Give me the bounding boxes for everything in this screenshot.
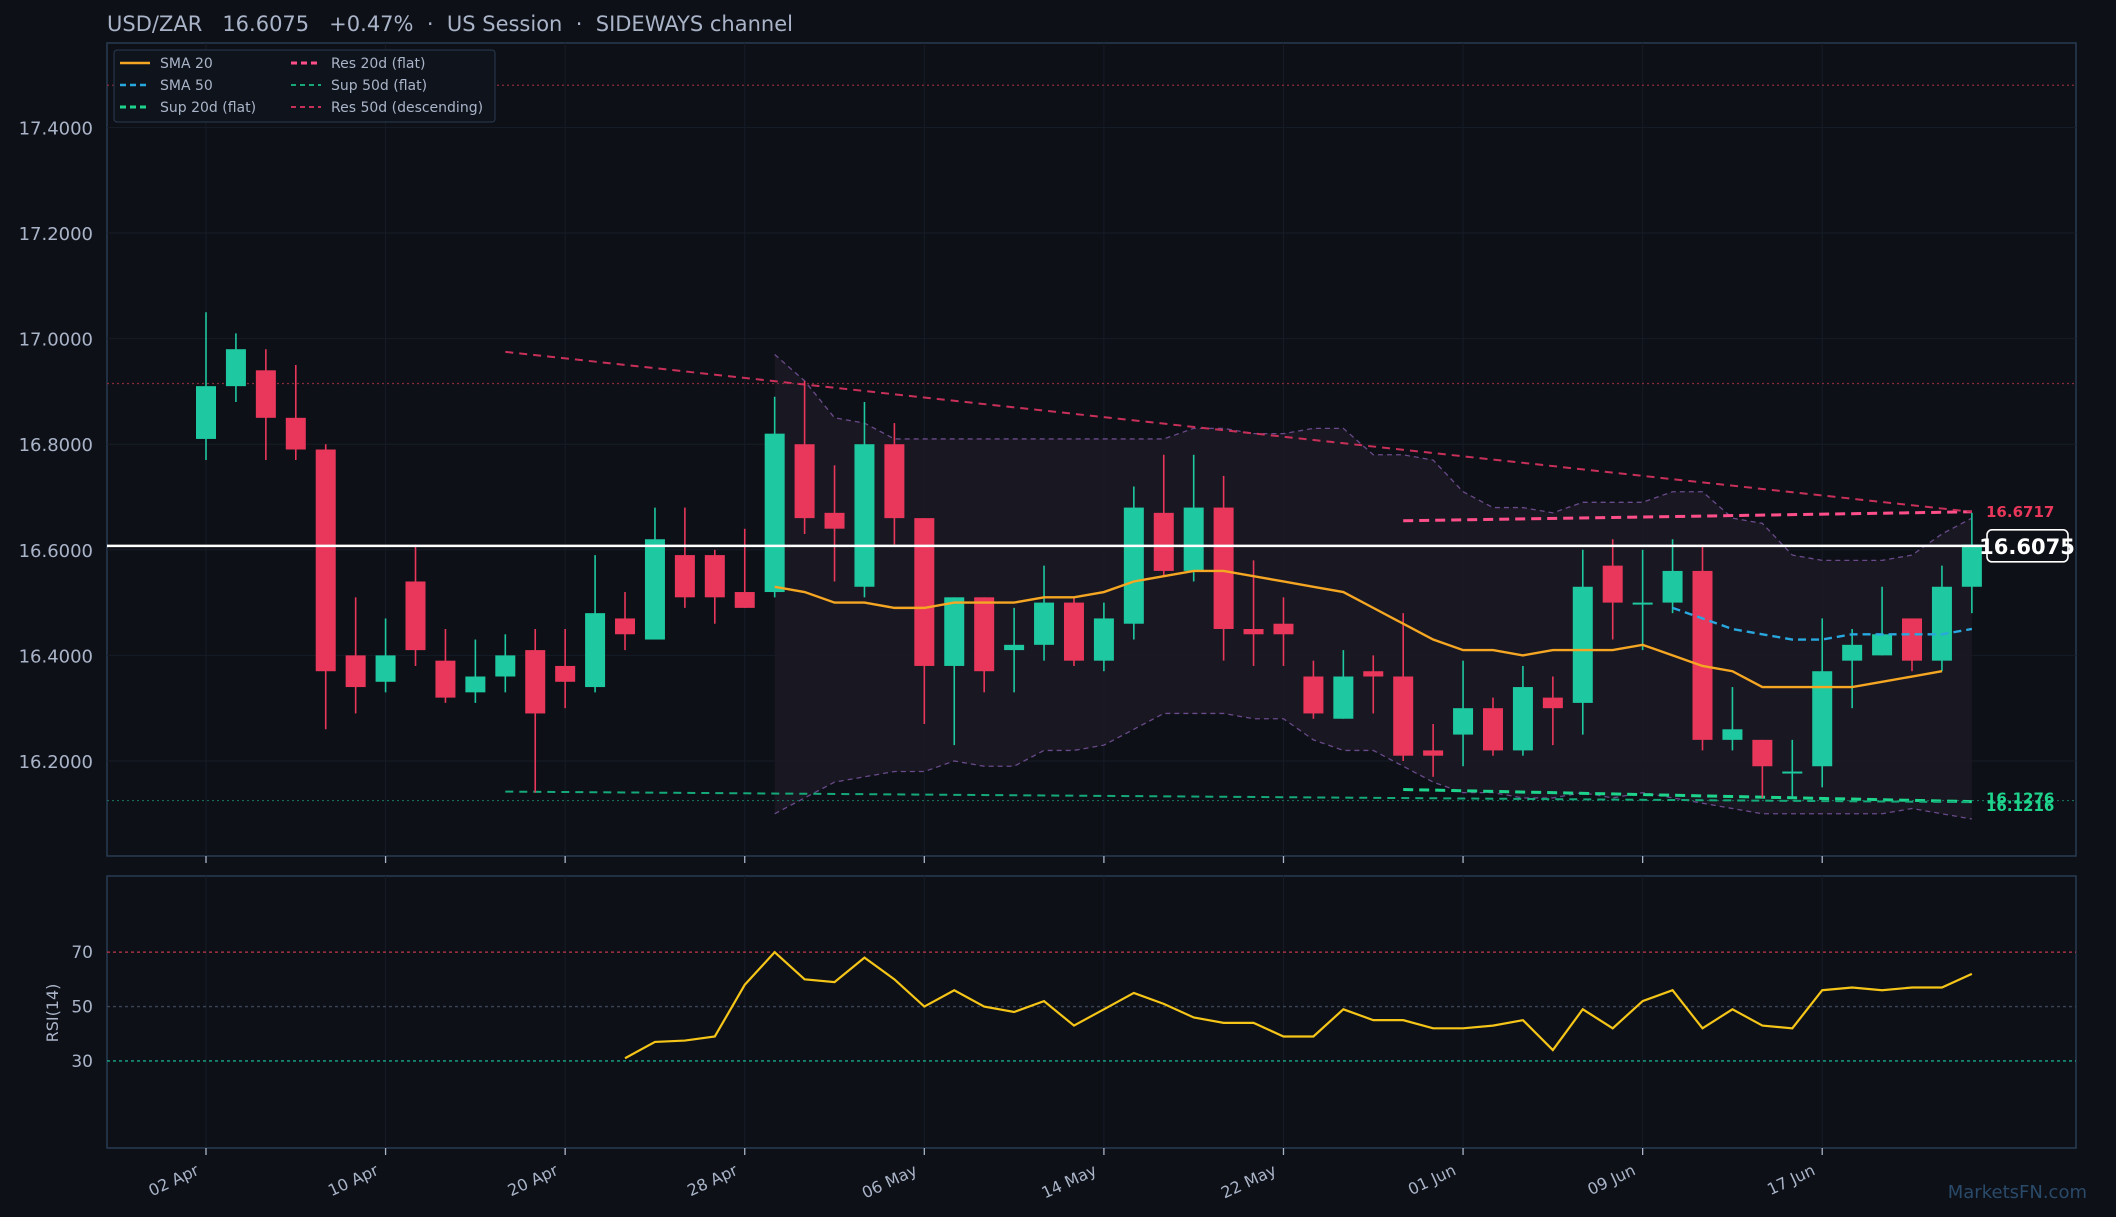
- candle-body: [1572, 586, 1593, 703]
- sup-50d-value-label: 16.1216: [1986, 797, 2054, 815]
- candle-body: [824, 512, 845, 529]
- candle-body: [1034, 602, 1055, 645]
- candle-body: [1004, 644, 1025, 651]
- last-price-badge: [1986, 529, 2069, 563]
- level-line-res-50d-descending-: [505, 350, 1972, 513]
- rsi-tick-label: 70: [71, 943, 93, 963]
- sma-line-sma-50: [1672, 606, 1973, 641]
- candle-body: [1662, 570, 1683, 603]
- candle-body: [1363, 671, 1384, 677]
- price-tick-label: 16.4000: [19, 646, 93, 667]
- candle-body: [1333, 676, 1354, 719]
- candle-body: [1782, 771, 1803, 774]
- candle-body: [1752, 739, 1773, 767]
- candle-body: [1812, 671, 1833, 767]
- candle-body: [1273, 623, 1294, 635]
- chart-legend: SMA 20 SMA 50 Sup 20d (flat) Res 20d (flat)…: [113, 49, 496, 123]
- candle-body: [615, 618, 636, 635]
- rsi-tick-label: 30: [71, 1052, 93, 1072]
- candle-body: [525, 650, 546, 714]
- candle-body: [585, 613, 606, 688]
- candle-body: [1542, 697, 1563, 709]
- rsi-tick-label: 50: [71, 998, 93, 1018]
- candle-body: [914, 518, 935, 666]
- candle-body: [854, 444, 875, 587]
- legend-entry: Sup 20d (flat): [160, 100, 256, 116]
- price-tick-label: 17.4000: [19, 118, 93, 139]
- candle-body: [1931, 586, 1952, 661]
- candle-body: [1423, 750, 1444, 756]
- candle-body: [1213, 507, 1234, 629]
- candle-body: [1183, 507, 1204, 571]
- candle-body: [644, 539, 665, 640]
- candle-body: [974, 597, 995, 672]
- candle-body: [1153, 512, 1174, 571]
- candle-body: [794, 444, 815, 519]
- candle-body: [435, 660, 456, 698]
- candle-body: [1842, 644, 1863, 661]
- candle-body: [315, 449, 336, 672]
- candle-body: [1393, 676, 1414, 756]
- legend-entry: Res 20d (flat): [331, 56, 425, 72]
- candle-body: [285, 417, 306, 450]
- rsi-panel-frame: [106, 875, 2077, 1149]
- price-tick-label: 16.2000: [19, 752, 93, 773]
- candle-body: [375, 655, 396, 682]
- rsi-line: [624, 950, 1973, 1060]
- candle-body: [1722, 729, 1743, 740]
- sup-20d-value-label: 16.1276: [1986, 790, 2054, 808]
- candle-body: [674, 555, 695, 598]
- candle-body: [734, 592, 755, 608]
- legend-entry: SMA 20: [160, 56, 213, 72]
- candle-body: [1063, 602, 1084, 661]
- rsi-axis-label: RSI(14): [43, 984, 62, 1043]
- candle-body: [884, 444, 905, 519]
- channel-fill: [774, 354, 1972, 820]
- candle-body: [1093, 618, 1114, 661]
- candle-body: [345, 655, 366, 688]
- candle-body: [196, 386, 216, 439]
- candle-body: [1692, 570, 1713, 740]
- candle-body: [1902, 618, 1923, 661]
- price-panel: 17.4000 17.2000 17.0000 16.8000 16.6000 16.40…: [19, 42, 2077, 857]
- price-tick-label: 16.8000: [19, 435, 93, 456]
- price-tick-label: 17.2000: [19, 224, 93, 245]
- candle-body: [555, 665, 576, 682]
- candle-body: [1453, 708, 1474, 735]
- candle-body: [944, 597, 965, 666]
- candle-body: [405, 581, 426, 651]
- candle-body: [1632, 602, 1653, 605]
- sma-line-sma-20: [774, 569, 1943, 689]
- last-price-label: 16.6075: [1979, 535, 2075, 559]
- channel-upper-line: [774, 353, 1973, 562]
- chart-title: USD/ZAR 16.6075 +0.47% · US Session · SI…: [107, 12, 793, 36]
- price-tick-label: 17.0000: [19, 330, 93, 351]
- price-tick-label: 16.6000: [19, 541, 93, 562]
- level-line-res-20d-flat-: [1403, 510, 1972, 523]
- channel-lower-line: [774, 712, 1972, 820]
- legend-entry: SMA 50: [160, 78, 213, 94]
- legend-entry: Sup 50d (flat): [331, 78, 427, 94]
- candle-body: [495, 655, 516, 677]
- level-line-sup-20d-flat-: [1403, 787, 1972, 804]
- candle-body: [1243, 628, 1264, 635]
- legend-entry: Res 50d (descending): [331, 100, 483, 116]
- candle-body: [1123, 507, 1144, 624]
- candle-body: [1303, 676, 1324, 714]
- candle-body: [1512, 687, 1533, 751]
- watermark: MarketsFN.com: [1948, 1182, 2087, 1203]
- candle-body: [1961, 544, 1982, 587]
- candle-body: [465, 676, 486, 693]
- candle-body: [1482, 708, 1503, 751]
- level-line-sup-50d-flat-: [505, 790, 1972, 804]
- res-20d-value-label: 16.6717: [1986, 503, 2054, 521]
- rsi-panel: 70 50 30 RSI(14): [43, 875, 2077, 1149]
- candle-body: [704, 555, 725, 598]
- candle-body: [1602, 565, 1623, 603]
- candle-body: [764, 433, 785, 593]
- candle-body: [255, 370, 276, 418]
- candle-body: [225, 349, 246, 387]
- candle-body: [1872, 634, 1893, 656]
